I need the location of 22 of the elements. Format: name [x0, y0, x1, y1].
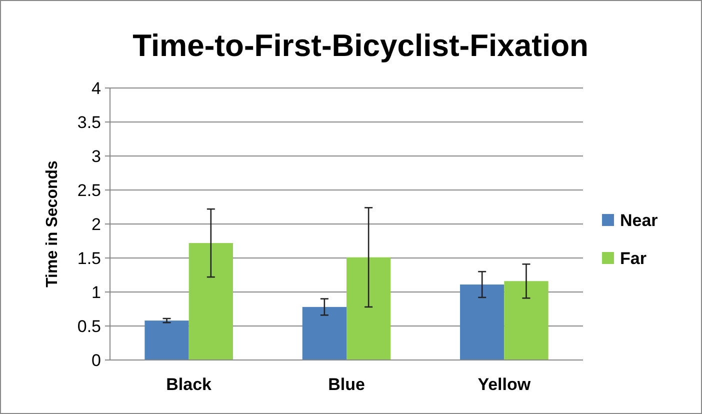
y-tick-label: 1 — [92, 282, 101, 302]
bar — [188, 243, 233, 360]
bar — [504, 281, 548, 360]
y-tick-label: 2 — [92, 214, 101, 234]
x-tick-label: Yellow — [478, 375, 532, 394]
legend-label: Far — [620, 248, 647, 268]
chart-title: Time-to-First-Bicyclist-Fixation — [132, 28, 588, 63]
y-tick-label: 0 — [92, 350, 101, 370]
y-tick-label: 2.5 — [77, 180, 101, 200]
y-tick-label: 4 — [92, 78, 101, 98]
x-tick-label: Black — [166, 375, 212, 394]
y-tick-label: 3 — [92, 146, 101, 166]
y-tick-label: 3.5 — [77, 112, 101, 132]
legend-label: Near — [620, 210, 658, 230]
bar — [460, 284, 504, 360]
bar — [302, 306, 346, 360]
y-tick-label: 1.5 — [77, 248, 101, 268]
bar — [144, 320, 189, 360]
x-tick-label: Blue — [328, 375, 365, 394]
y-axis-title: Time in Seconds — [44, 160, 61, 288]
y-tick-label: 0.5 — [77, 316, 101, 336]
bar — [346, 257, 391, 360]
